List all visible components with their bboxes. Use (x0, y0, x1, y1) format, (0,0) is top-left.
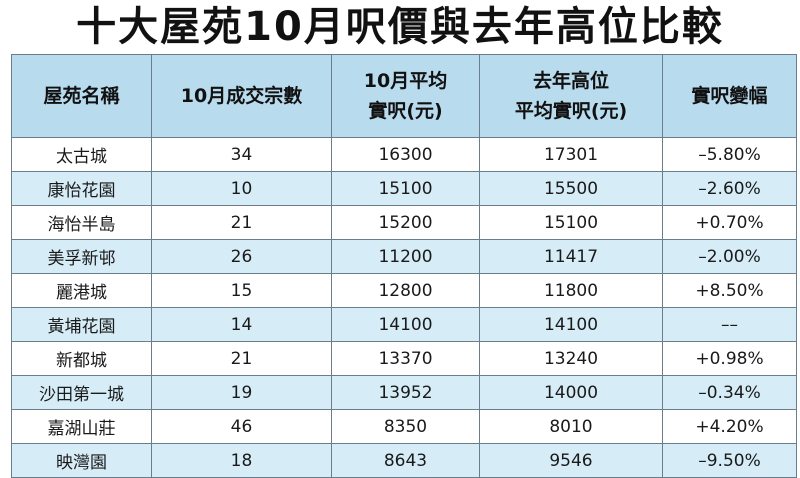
table-container: 屋苑名稱 10月成交宗數 10月平均 實呎(元) 去年高位 平均實呎(元) 實呎變幅 太古城… (11, 54, 797, 478)
table-row: 嘉湖山莊 46 8350 8010 +4.20% (11, 409, 797, 444)
price-change-cell: +4.20% (662, 409, 797, 444)
estate-name-cell: 映灣園 (11, 443, 152, 478)
last-year-high-price-cell: 9546 (479, 443, 663, 478)
price-change-cell: –2.00% (662, 239, 797, 274)
estate-name-cell: 黃埔花園 (11, 307, 152, 342)
table-row: 美孚新邨 26 11200 11417 –2.00% (11, 239, 797, 274)
price-change-header: 實呎變幅 (662, 54, 797, 138)
header-row: 屋苑名稱 10月成交宗數 10月平均 實呎(元) 去年高位 平均實呎(元) 實呎變幅 (11, 54, 797, 138)
price-change-cell: +0.98% (662, 341, 797, 376)
transactions-cell: 26 (151, 239, 332, 274)
header-text-line: 平均實呎(元) (514, 100, 628, 122)
table-row: 海怡半島 21 15200 15100 +0.70% (11, 205, 797, 240)
transactions-cell: 21 (151, 341, 332, 376)
october-avg-price-cell: 16300 (331, 137, 480, 172)
table-title: 十大屋苑10月呎價與去年高位比較 (76, 4, 724, 50)
october-avg-price-cell: 15200 (331, 205, 480, 240)
price-change-cell: +0.70% (662, 205, 797, 240)
last-year-high-price-cell: 13240 (479, 341, 663, 376)
transactions-cell: 14 (151, 307, 332, 342)
october-avg-price-cell: 12800 (331, 273, 480, 308)
header-text-line: 實呎(元) (368, 100, 443, 122)
price-change-cell: –0.34% (662, 375, 797, 410)
transactions-cell: 10 (151, 171, 332, 206)
last-year-high-avg-price-header: 去年高位平均實呎(元) (479, 54, 663, 138)
estate-name-cell: 嘉湖山莊 (11, 409, 152, 444)
estate-name-cell: 麗港城 (11, 273, 152, 308)
last-year-high-price-cell: 14000 (479, 375, 663, 410)
estate-name-cell: 康怡花園 (11, 171, 152, 206)
header-text-line: 屋苑名稱 (43, 85, 120, 107)
october-transactions-header: 10月成交宗數 (151, 54, 332, 138)
october-avg-price-cell: 14100 (331, 307, 480, 342)
october-avg-price-cell: 15100 (331, 171, 480, 206)
table-body: 太古城 34 16300 17301 –5.80% 康怡花園 10 15100 15500 –2.… (11, 137, 797, 478)
last-year-high-price-cell: 11417 (479, 239, 663, 274)
table-row: 映灣園 18 8643 9546 –9.50% (11, 443, 797, 478)
october-avg-price-header: 10月平均實呎(元) (331, 54, 480, 138)
price-change-cell: –– (662, 307, 797, 342)
header-text-line: 10月平均 (363, 70, 448, 92)
october-avg-price-cell: 13370 (331, 341, 480, 376)
estate-name-cell: 海怡半島 (11, 205, 152, 240)
table-row: 康怡花園 10 15100 15500 –2.60% (11, 171, 797, 206)
transactions-cell: 21 (151, 205, 332, 240)
last-year-high-price-cell: 17301 (479, 137, 663, 172)
last-year-high-price-cell: 15500 (479, 171, 663, 206)
october-avg-price-cell: 8350 (331, 409, 480, 444)
estate-price-table: 屋苑名稱 10月成交宗數 10月平均 實呎(元) 去年高位 平均實呎(元) 實呎變幅 太古城… (11, 54, 797, 478)
last-year-high-price-cell: 8010 (479, 409, 663, 444)
transactions-cell: 19 (151, 375, 332, 410)
price-change-cell: –9.50% (662, 443, 797, 478)
table-row: 沙田第一城 19 13952 14000 –0.34% (11, 375, 797, 410)
last-year-high-price-cell: 11800 (479, 273, 663, 308)
table-row: 新都城 21 13370 13240 +0.98% (11, 341, 797, 376)
price-change-cell: +8.50% (662, 273, 797, 308)
header-text-line: 去年高位 (532, 70, 609, 92)
estate-name-header: 屋苑名稱 (11, 54, 152, 138)
october-avg-price-cell: 11200 (331, 239, 480, 274)
price-change-cell: –2.60% (662, 171, 797, 206)
header-text-line: 實呎變幅 (691, 85, 768, 107)
estate-name-cell: 沙田第一城 (11, 375, 152, 410)
estate-name-cell: 美孚新邨 (11, 239, 152, 274)
transactions-cell: 34 (151, 137, 332, 172)
table-row: 太古城 34 16300 17301 –5.80% (11, 137, 797, 172)
october-avg-price-cell: 8643 (331, 443, 480, 478)
price-change-cell: –5.80% (662, 137, 797, 172)
last-year-high-price-cell: 14100 (479, 307, 663, 342)
table-row: 麗港城 15 12800 11800 +8.50% (11, 273, 797, 308)
header-text-line: 10月成交宗數 (180, 85, 303, 107)
last-year-high-price-cell: 15100 (479, 205, 663, 240)
transactions-cell: 18 (151, 443, 332, 478)
october-avg-price-cell: 13952 (331, 375, 480, 410)
transactions-cell: 46 (151, 409, 332, 444)
estate-name-cell: 新都城 (11, 341, 152, 376)
estate-name-cell: 太古城 (11, 137, 152, 172)
transactions-cell: 15 (151, 273, 332, 308)
table-row: 黃埔花園 14 14100 14100 –– (11, 307, 797, 342)
